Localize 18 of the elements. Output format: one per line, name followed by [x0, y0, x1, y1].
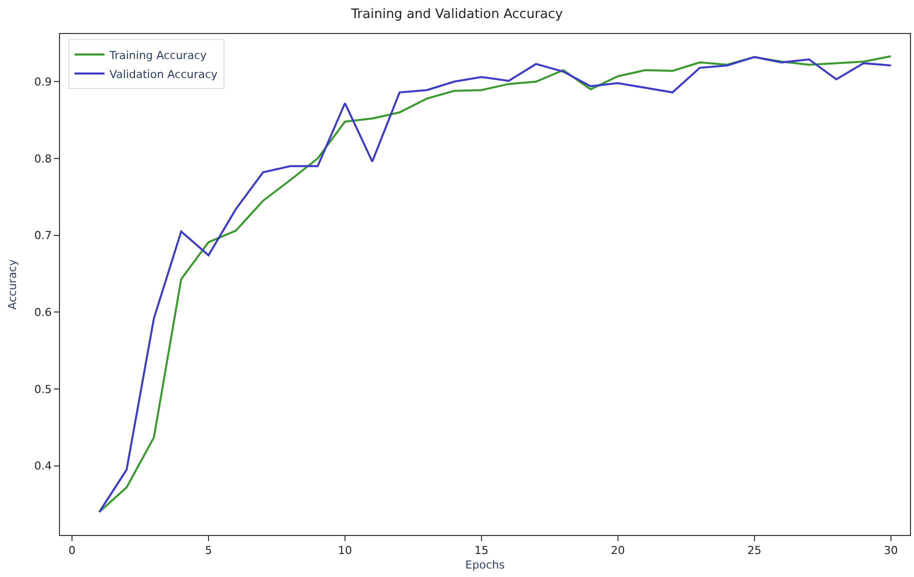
x-tick-label: 30: [884, 544, 898, 558]
x-tick-label: 0: [68, 544, 76, 558]
y-tick-label: 0.7: [34, 229, 52, 242]
x-tick-label: 15: [474, 544, 488, 558]
x-tick-label: 5: [204, 544, 212, 558]
y-axis-title: Accuracy: [6, 258, 19, 310]
chart-title: Training and Validation Accuracy: [350, 6, 564, 22]
y-tick-label: 0.5: [34, 382, 52, 396]
legend-label: Validation Accuracy: [110, 68, 218, 81]
y-tick-label: 0.8: [34, 152, 52, 166]
y-tick-label: 0.4: [34, 460, 52, 473]
x-tick-label: 25: [747, 544, 762, 558]
legend-label: Training Accuracy: [108, 48, 208, 62]
x-tick-label: 10: [338, 544, 352, 558]
y-tick-label: 0.6: [34, 306, 52, 320]
y-tick-label: 0.9: [34, 75, 52, 88]
x-axis-title: Epochs: [465, 558, 505, 572]
x-tick-label: 20: [610, 544, 625, 558]
